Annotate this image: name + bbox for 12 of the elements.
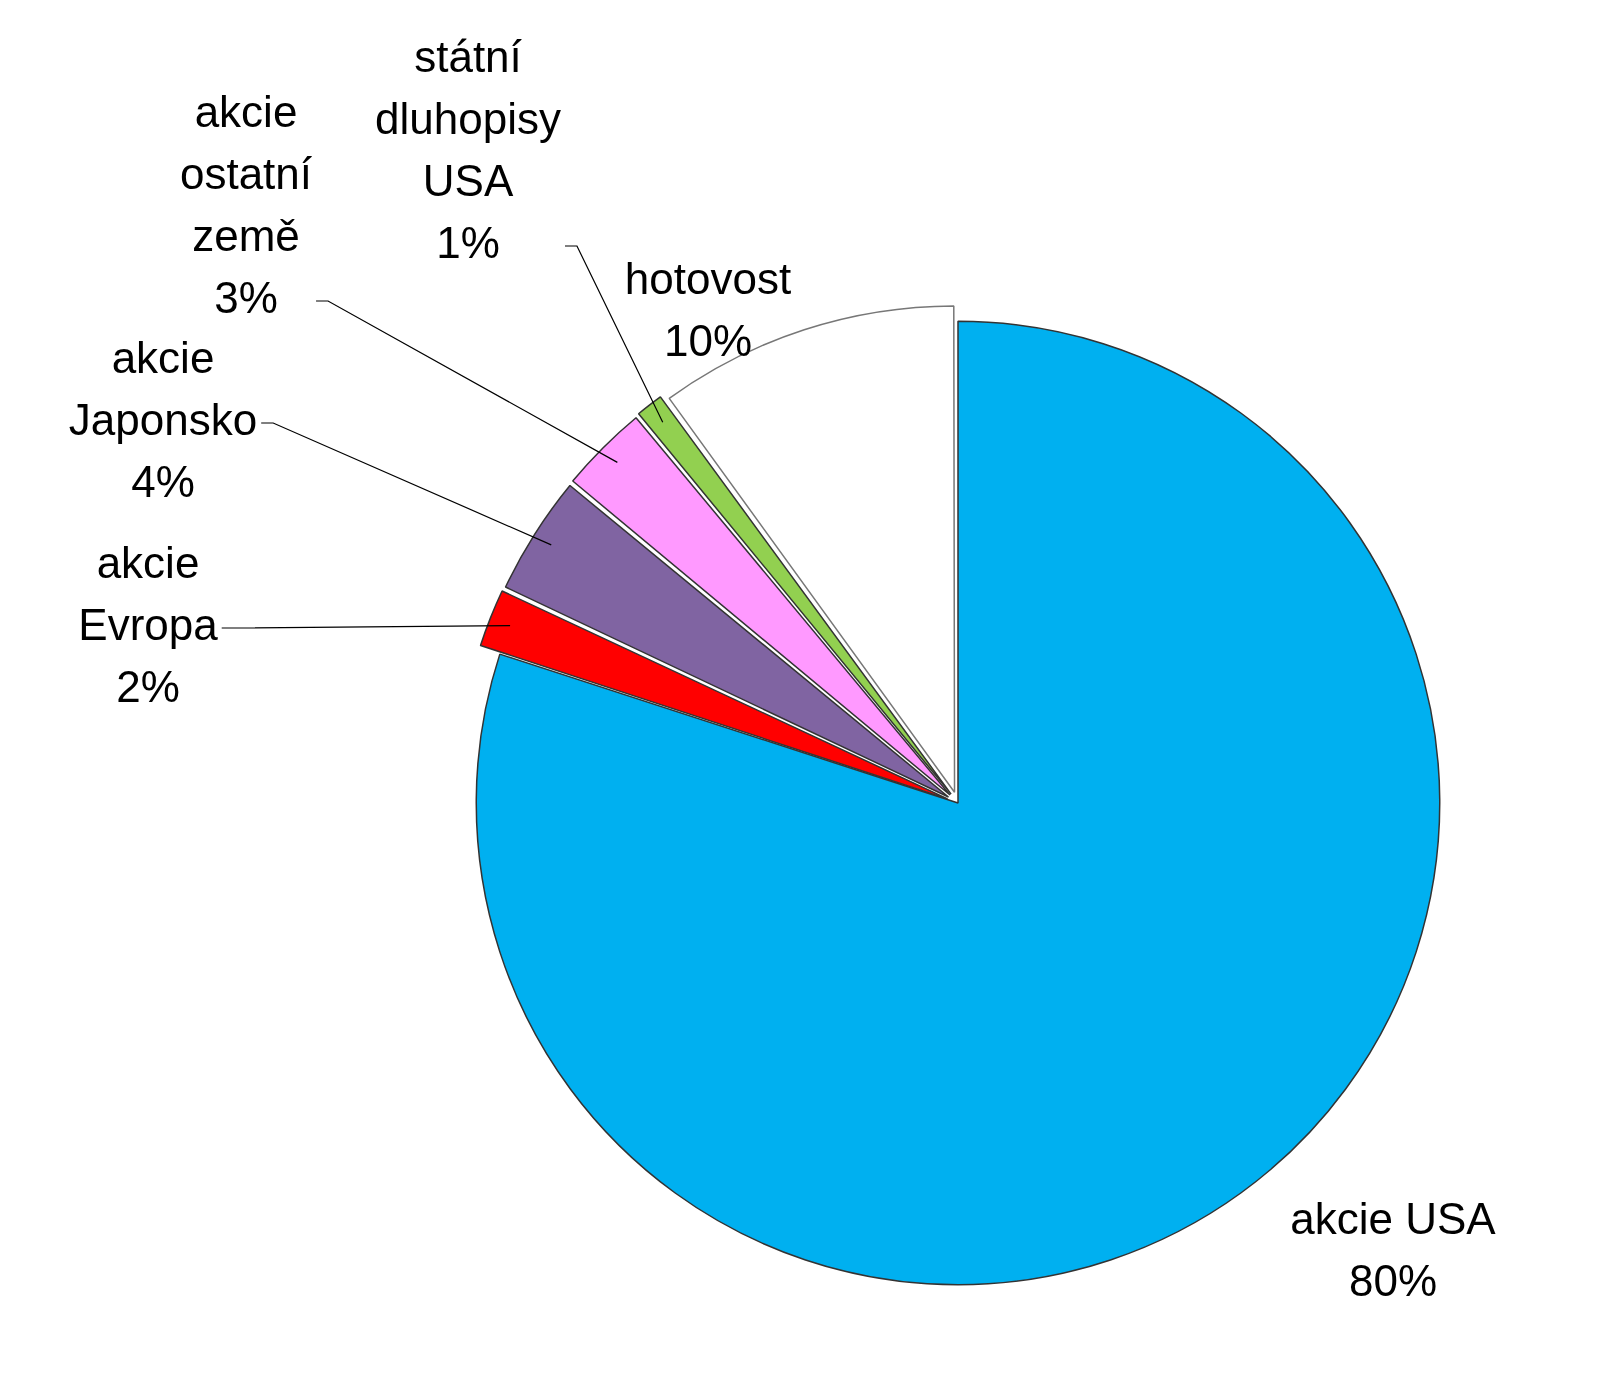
slice-label: akcie USA xyxy=(1290,1194,1497,1244)
data-label: 4% xyxy=(131,457,195,507)
data-label: 80% xyxy=(1348,1256,1438,1306)
slice-label: akcie ostatní země xyxy=(179,87,313,261)
data-label: 3% xyxy=(214,273,278,323)
data-label: 1% xyxy=(436,218,500,268)
slice-label: hotovost xyxy=(624,254,792,304)
slice-label: akcie Japonsko xyxy=(68,333,258,445)
slice-label: akcie Evropa xyxy=(78,538,219,650)
slice-label: státní dluhopisy USA xyxy=(375,32,561,206)
data-label: 2% xyxy=(116,662,180,712)
data-label: 10% xyxy=(663,316,753,366)
